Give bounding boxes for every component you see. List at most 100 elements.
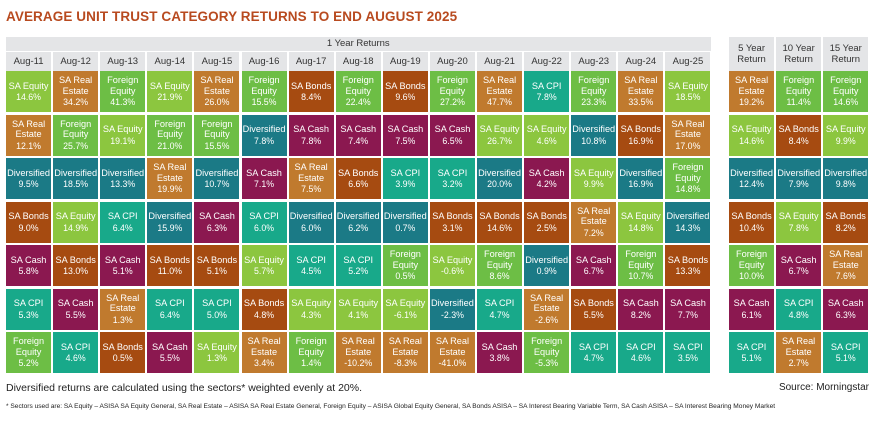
return-value: 34.2% (63, 97, 89, 108)
return-value: -6.1% (393, 309, 417, 320)
category-label: Diversified (383, 211, 427, 222)
return-value: 8.6% (489, 271, 510, 282)
category-label: SA Bonds (196, 254, 238, 265)
category-label: Diversified (54, 167, 98, 178)
category-label: SA Bonds (149, 254, 191, 265)
category-label: SA Cash (199, 211, 235, 222)
return-cell: Diversified 18.5% (53, 158, 99, 200)
column-header: Aug-16 (241, 52, 287, 71)
category-label: Diversified (824, 167, 868, 178)
return-value: 26.7% (487, 135, 513, 146)
category-label: SA Bonds (8, 211, 49, 222)
return-value: 3.9% (395, 179, 416, 190)
category-label: Foreign Equity (436, 75, 469, 96)
return-value: 7.8% (254, 135, 275, 146)
return-cell: Diversified 15.9% (147, 201, 193, 243)
return-value: 15.5% (251, 97, 277, 108)
category-label: Diversified (478, 167, 521, 178)
category-label: SA Equity (778, 211, 819, 222)
chart-title: AVERAGE UNIT TRUST CATEGORY RETURNS TO E… (6, 9, 458, 24)
return-value: 5.7% (254, 266, 275, 277)
return-value: 7.8% (301, 135, 322, 146)
return-value: 7.2% (583, 227, 604, 238)
return-value: 3.4% (254, 358, 275, 369)
column-header: Aug-21 (477, 52, 523, 71)
return-cell: SA Cash 7.1% (241, 158, 287, 200)
return-cell: SA Equity 14.8% (618, 201, 664, 243)
return-value: 4.6% (536, 135, 557, 146)
return-cell: SA CPI 4.6% (618, 332, 664, 374)
column-header: Aug-15 (194, 52, 240, 71)
category-label: Foreign Equity (295, 336, 327, 357)
return-value: 20.0% (487, 179, 513, 190)
return-value: 33.5% (628, 97, 654, 108)
return-cell: SA CPI 5.3% (6, 288, 52, 330)
category-label: SA Real Estate (482, 75, 517, 96)
category-label: SA Equity (479, 124, 520, 135)
return-cell: SA Cash 5.5% (53, 288, 99, 330)
return-cell: SA Bonds 11.0% (147, 245, 193, 287)
return-value: 10.8% (581, 135, 607, 146)
return-cell: SA Equity 4.1% (335, 288, 381, 330)
category-label: SA Real Estate (734, 75, 769, 96)
return-value: 18.5% (63, 179, 89, 190)
category-label: SA CPI (107, 211, 138, 222)
return-cell: Diversified 10.8% (571, 114, 617, 156)
category-label: SA CPI (783, 298, 814, 309)
return-value: 16.9% (628, 135, 654, 146)
return-value: 9.9% (835, 135, 856, 146)
return-value: 7.1% (254, 179, 275, 190)
column-header: Aug-20 (429, 52, 475, 71)
return-value: 0.5% (395, 271, 416, 282)
return-value: 14.6% (833, 97, 859, 108)
column-header: Aug-17 (288, 52, 334, 71)
return-cell: Foreign Equity 21.0% (147, 114, 193, 156)
category-label: SA Bonds (55, 254, 96, 265)
return-value: -10.2% (344, 358, 373, 369)
category-label: SA Bonds (243, 298, 285, 309)
return-value: 4.3% (301, 309, 322, 320)
column-header: Aug-22 (524, 52, 570, 71)
return-cell: SA Real Estate 19.2% (729, 71, 775, 113)
return-cell: Diversified 9.5% (6, 158, 52, 200)
return-value: 2.5% (536, 222, 557, 233)
return-value: 5.1% (741, 353, 762, 364)
category-label: SA Cash (293, 124, 330, 135)
category-label: Diversified (242, 124, 286, 135)
category-label: SA Cash (733, 298, 770, 309)
return-cell: SA Equity 9.9% (823, 114, 869, 156)
return-value: -0.6% (440, 266, 464, 277)
category-label: SA Real Estate (341, 336, 375, 357)
return-value: 7.4% (348, 135, 369, 146)
category-label: Foreign Equity (531, 336, 563, 357)
return-cell: SA Equity 4.6% (524, 114, 570, 156)
return-value: 21.9% (157, 92, 183, 103)
return-cell: Diversified 7.9% (776, 158, 822, 200)
category-label: SA Bonds (825, 211, 866, 222)
sectors-note: * Sectors used are: SA Equity – ASISA SA… (6, 403, 776, 410)
category-label: Diversified (289, 211, 333, 222)
return-cell: SA CPI 5.1% (823, 332, 869, 374)
column-header: Aug-13 (100, 52, 146, 71)
return-cell: Diversified 13.3% (100, 158, 146, 200)
return-value: 22.4% (345, 97, 371, 108)
return-value: 13.0% (63, 266, 89, 277)
return-cell: SA CPI 6.0% (241, 201, 287, 243)
category-label: SA Equity (620, 211, 661, 222)
return-value: 25.7% (63, 140, 89, 151)
return-value: 1.4% (301, 358, 322, 369)
category-label: SA Equity (55, 211, 96, 222)
category-label: SA Real Estate (782, 336, 816, 357)
return-cell: Foreign Equity 0.5% (382, 245, 428, 287)
category-label: SA CPI (736, 341, 767, 352)
return-value: 4.2% (536, 179, 557, 190)
category-label: SA Bonds (620, 124, 662, 135)
return-value: 5.1% (206, 266, 227, 277)
return-value: 6.7% (583, 266, 604, 277)
return-value: 19.9% (157, 184, 183, 195)
return-cell: SA CPI 5.0% (194, 288, 240, 330)
return-value: 5.1% (112, 266, 133, 277)
return-cell: SA Cash 6.5% (429, 114, 475, 156)
return-value: 14.8% (628, 222, 654, 233)
category-label: Foreign Equity (578, 75, 610, 96)
